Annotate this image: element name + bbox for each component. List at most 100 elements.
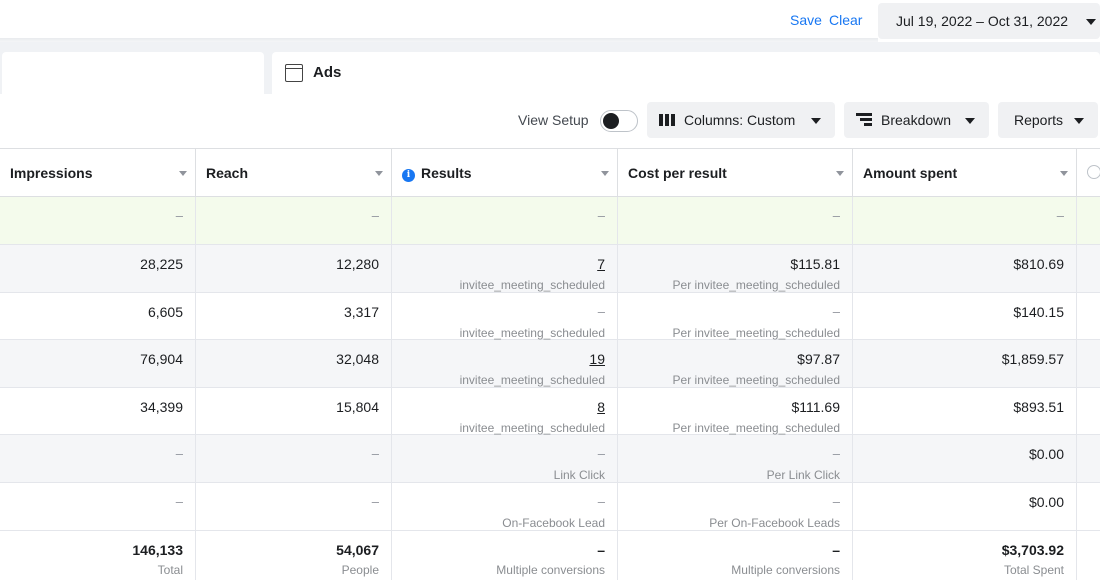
cost-per-result-type: Per invitee_meeting_scheduled [672, 326, 840, 340]
cost-per-result-type: Per On-Facebook Leads [709, 516, 840, 530]
tab-ad-sets[interactable] [2, 52, 264, 94]
cost-per-result-value: – [832, 208, 840, 223]
cost-per-result-value: $115.81 [790, 256, 840, 272]
reach-value: 3,317 [343, 304, 379, 320]
reach-value: – [371, 208, 379, 223]
info-icon[interactable]: i [402, 169, 415, 182]
columns-label: Columns: Custom [684, 112, 796, 128]
tab-ads[interactable]: Ads [272, 52, 1100, 94]
sort-icon [375, 171, 383, 176]
cost-per-result-type: Per invitee_meeting_scheduled [672, 421, 840, 435]
results-value: – [597, 494, 605, 509]
date-range-label: Jul 19, 2022 – Oct 31, 2022 [896, 13, 1069, 29]
cost-per-result-type: Per Link Click [766, 468, 840, 482]
results-value: – [597, 304, 605, 319]
date-range-picker[interactable]: Jul 19, 2022 – Oct 31, 2022 [878, 3, 1100, 39]
total-impressions: 146,133 [132, 542, 183, 558]
divider [0, 38, 878, 42]
column-header-label: Amount spent [863, 165, 958, 181]
breakdown-icon [856, 113, 872, 127]
table-row[interactable]: – – – – – [0, 197, 1100, 245]
add-column-icon [1087, 165, 1100, 179]
impressions-value: 28,225 [140, 256, 183, 272]
table-row[interactable]: 34,399 15,804 8 invitee_meeting_scheduled… [0, 388, 1100, 435]
chevron-down-icon [1086, 19, 1096, 25]
sort-icon [836, 171, 844, 176]
cost-per-result-value: – [832, 494, 840, 509]
results-value[interactable]: 8 [597, 399, 605, 415]
cost-per-result-value: – [832, 304, 840, 319]
total-reach: 54,067 [336, 542, 379, 558]
save-button[interactable]: Save [790, 12, 822, 28]
reports-button[interactable]: Reports [998, 102, 1098, 138]
tab-ads-label: Ads [313, 64, 342, 81]
amount-spent-value: – [1056, 208, 1064, 223]
impressions-value: 34,399 [140, 399, 183, 415]
breakdown-button[interactable]: Breakdown [844, 102, 989, 138]
amount-spent-value: $893.51 [1013, 399, 1064, 415]
total-cost-per-result-label: Multiple conversions [731, 563, 840, 577]
results-value[interactable]: 19 [589, 351, 605, 367]
amount-spent-value: $810.69 [1013, 256, 1064, 272]
amount-spent-value: $0.00 [1028, 494, 1064, 510]
column-header-label: Reach [206, 165, 249, 181]
table-row[interactable]: – – – On-Facebook Lead – Per On-Facebook L… [0, 483, 1100, 531]
cost-per-result-value: $97.87 [797, 351, 840, 367]
view-setup-toggle[interactable] [600, 110, 638, 132]
cost-per-result-value: $111.69 [791, 399, 840, 415]
clear-button[interactable]: Clear [829, 12, 863, 28]
reach-value: 15,804 [336, 399, 379, 415]
results-type: invitee_meeting_scheduled [459, 326, 605, 340]
impressions-value: – [175, 208, 183, 223]
total-amount-spent-label: Total Spent [1003, 563, 1064, 577]
sort-icon [1060, 171, 1068, 176]
sort-icon [179, 171, 187, 176]
impressions-value: 6,605 [147, 304, 183, 320]
sort-icon [601, 171, 609, 176]
chevron-down-icon [965, 118, 975, 124]
table-header: Impressions Reach i Results Cost per resu… [0, 148, 1100, 197]
table-row[interactable]: 76,904 32,048 19 invitee_meeting_schedule… [0, 340, 1100, 388]
total-results-label: Multiple conversions [496, 563, 605, 577]
total-cost-per-result: – [832, 542, 840, 558]
columns-button[interactable]: Columns: Custom [647, 102, 835, 138]
total-impressions-label: Total [157, 563, 183, 577]
results-type: On-Facebook Lead [502, 516, 605, 530]
amount-spent-value: $140.15 [1013, 304, 1064, 320]
add-column[interactable] [1077, 149, 1100, 197]
breakdown-label: Breakdown [881, 112, 952, 128]
reach-value: – [371, 446, 379, 461]
reach-value: 12,280 [336, 256, 379, 272]
results-type: invitee_meeting_scheduled [459, 421, 605, 435]
total-reach-label: People [341, 563, 379, 577]
column-header-amount-spent[interactable]: Amount spent [853, 149, 1077, 197]
cost-per-result-type: Per invitee_meeting_scheduled [672, 373, 840, 387]
results-type: invitee_meeting_scheduled [459, 278, 605, 292]
ad-window-icon [285, 64, 303, 82]
table-row[interactable]: – – – Link Click – Per Link Click $0.00 [0, 435, 1100, 483]
total-amount-spent: $3,703.92 [1001, 542, 1064, 558]
column-header-cost-per-result[interactable]: Cost per result [618, 149, 853, 197]
impressions-value: – [175, 494, 183, 509]
table-toolbar: View Setup Columns: Custom Breakdown Rep… [0, 94, 1100, 148]
column-header-label: Cost per result [628, 165, 727, 181]
column-header-reach[interactable]: Reach [196, 149, 392, 197]
results-type: Link Click [553, 468, 605, 482]
view-setup-label: View Setup [518, 112, 589, 128]
column-header-label: Impressions [10, 165, 93, 181]
columns-icon [659, 114, 675, 126]
column-header-label: Results [421, 165, 472, 181]
impressions-value: – [175, 446, 183, 461]
table-row[interactable]: 28,225 12,280 7 invitee_meeting_scheduled… [0, 245, 1100, 293]
column-header-impressions[interactable]: Impressions [0, 149, 196, 197]
cost-per-result-value: – [832, 446, 840, 461]
table-row[interactable]: 6,605 3,317 – invitee_meeting_scheduled –… [0, 293, 1100, 340]
impressions-value: 76,904 [140, 351, 183, 367]
results-value: – [597, 208, 605, 223]
results-value[interactable]: 7 [597, 256, 605, 272]
reach-value: – [371, 494, 379, 509]
reach-value: 32,048 [336, 351, 379, 367]
column-header-results[interactable]: i Results [392, 149, 618, 197]
reports-label: Reports [1014, 112, 1064, 128]
chevron-down-icon [811, 118, 821, 124]
